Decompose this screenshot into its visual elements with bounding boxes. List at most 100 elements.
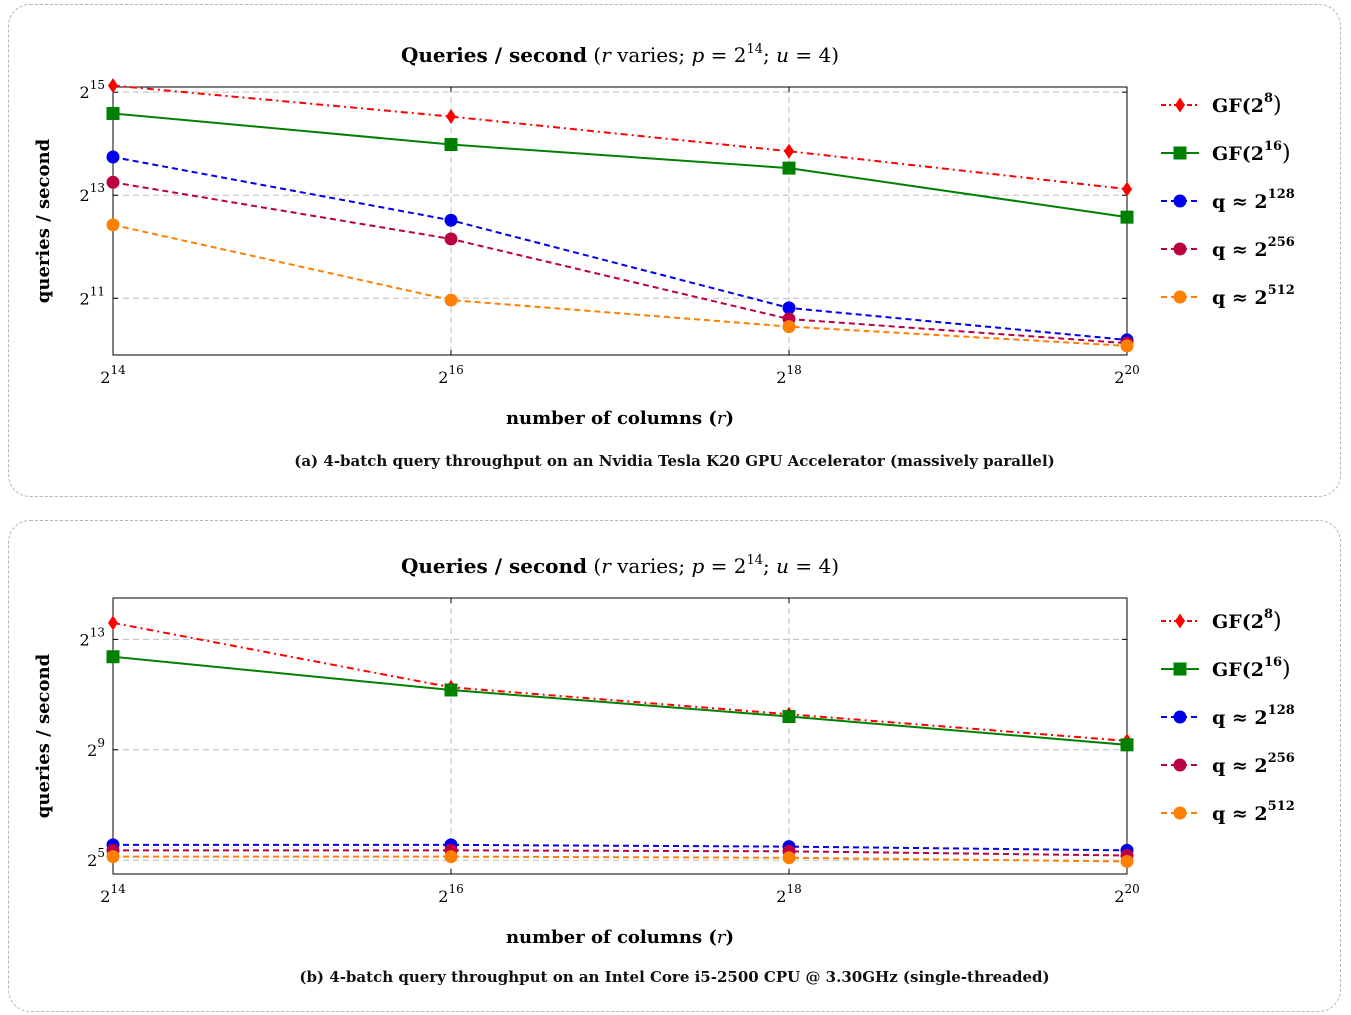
y-axis-label-b: queries / second xyxy=(33,653,54,818)
y-tick-label: 215 xyxy=(80,78,105,102)
series-0-b xyxy=(108,615,1132,749)
data-point xyxy=(1120,210,1134,224)
series-2-b xyxy=(106,838,1134,857)
series-line xyxy=(113,843,1128,852)
series-line xyxy=(112,156,1128,341)
series-4-a xyxy=(106,218,1134,353)
legend-label: q ≈ 2128 xyxy=(1212,703,1295,729)
data-point xyxy=(106,175,120,189)
x-tick-label: 218 xyxy=(776,882,801,906)
data-point xyxy=(444,293,458,307)
series-1-a xyxy=(106,106,1134,224)
chart-title-a: Queries / second (r varies; p = 214; u =… xyxy=(401,42,839,67)
chart-svg-b: Queries / second (r varies; p = 214; u =… xyxy=(33,553,1295,948)
caption-tag-b: (b) xyxy=(299,968,325,986)
x-tick-label: 218 xyxy=(776,363,801,387)
legend-marker xyxy=(1173,290,1187,304)
data-point xyxy=(784,143,794,159)
data-point xyxy=(1122,181,1132,197)
x-tick-label: 214 xyxy=(100,363,126,387)
x-tick-label: 214 xyxy=(100,882,126,906)
legend-marker xyxy=(1173,710,1187,724)
legend-label: q ≈ 2128 xyxy=(1212,187,1295,213)
chart-svg-a: Queries / second (r varies; p = 214; u =… xyxy=(33,42,1295,429)
chart-panel-b: Queries / second (r varies; p = 214; u =… xyxy=(8,520,1341,1012)
series-line xyxy=(113,849,1128,857)
legend-item-0-a: GF(28) xyxy=(1161,91,1282,118)
data-point xyxy=(1120,339,1134,353)
legend-label: q ≈ 2256 xyxy=(1212,751,1295,777)
caption-text-a: 4-batch query throughput on an Nvidia Te… xyxy=(323,452,1055,470)
x-axis-label-b: number of columns (r) xyxy=(506,927,734,948)
data-point xyxy=(444,213,458,227)
legend-marker xyxy=(1173,806,1187,820)
caption-text-b: 4-batch query throughput on an Intel Cor… xyxy=(329,968,1050,986)
legend-item-1-a: GF(216) xyxy=(1161,139,1291,166)
data-point xyxy=(444,232,458,246)
legend-label: GF(216) xyxy=(1212,139,1291,166)
chart-panel-a: Queries / second (r varies; p = 214; u =… xyxy=(8,4,1341,497)
series-line xyxy=(112,655,1128,746)
series-line xyxy=(112,223,1128,347)
legend-item-1-b: GF(216) xyxy=(1161,655,1291,682)
legend-label: q ≈ 2512 xyxy=(1212,283,1295,309)
data-point xyxy=(108,615,118,631)
series-2-a xyxy=(106,150,1134,347)
x-tick-label: 220 xyxy=(1114,882,1139,906)
data-point xyxy=(1120,854,1134,868)
data-point xyxy=(782,320,796,334)
legend-marker xyxy=(1173,146,1187,160)
data-point xyxy=(782,301,796,315)
y-tick-label: 25 xyxy=(87,846,105,870)
legend-item-2-a: q ≈ 2128 xyxy=(1161,187,1295,213)
data-point xyxy=(108,78,118,94)
x-axis-label-a: number of columns (r) xyxy=(506,408,734,429)
series-3-a xyxy=(106,175,1134,350)
legend-item-4-b: q ≈ 2512 xyxy=(1161,799,1295,825)
series-4-b xyxy=(106,850,1134,868)
legend-label: GF(28) xyxy=(1212,91,1282,118)
legend-item-3-b: q ≈ 2256 xyxy=(1161,751,1295,777)
series-line xyxy=(113,855,1128,863)
data-point xyxy=(444,683,458,697)
series-line xyxy=(112,621,1128,742)
legend-label: GF(216) xyxy=(1212,655,1291,682)
y-tick-label: 29 xyxy=(87,736,105,760)
legend-item-0-b: GF(28) xyxy=(1161,607,1282,634)
data-point xyxy=(106,850,120,864)
x-tick-label: 216 xyxy=(438,363,463,387)
data-point xyxy=(106,218,120,232)
y-tick-label: 213 xyxy=(80,625,105,649)
caption-tag-a: (a) xyxy=(294,452,319,470)
legend-label: q ≈ 2256 xyxy=(1212,235,1295,261)
series-line xyxy=(112,112,1128,219)
series-3-b xyxy=(106,843,1134,863)
series-0-a xyxy=(108,78,1132,197)
data-point xyxy=(106,150,120,164)
legend-marker xyxy=(1175,613,1185,629)
series-line xyxy=(112,181,1128,345)
x-tick-label: 220 xyxy=(1114,363,1139,387)
data-point xyxy=(782,710,796,724)
chart-title-b: Queries / second (r varies; p = 214; u =… xyxy=(401,553,839,578)
grid-b xyxy=(113,598,1127,874)
legend-item-4-a: q ≈ 2512 xyxy=(1161,283,1295,309)
y-tick-label: 211 xyxy=(80,284,105,308)
legend-marker xyxy=(1173,194,1187,208)
legend-marker xyxy=(1173,662,1187,676)
legend-marker xyxy=(1173,758,1187,772)
data-point xyxy=(444,138,458,152)
y-axis-label-a: queries / second xyxy=(33,138,54,303)
x-tick-label: 216 xyxy=(438,882,463,906)
legend-item-3-a: q ≈ 2256 xyxy=(1161,235,1295,261)
legend-item-2-b: q ≈ 2128 xyxy=(1161,703,1295,729)
y-tick-label: 213 xyxy=(80,181,105,205)
caption-a: (a) 4-batch query throughput on an Nvidi… xyxy=(9,452,1340,470)
legend-marker xyxy=(1173,242,1187,256)
data-point xyxy=(106,106,120,120)
data-point xyxy=(444,850,458,864)
series-1-b xyxy=(106,650,1134,752)
data-point xyxy=(782,161,796,175)
caption-b: (b) 4-batch query throughput on an Intel… xyxy=(9,968,1340,986)
data-point xyxy=(1120,738,1134,752)
